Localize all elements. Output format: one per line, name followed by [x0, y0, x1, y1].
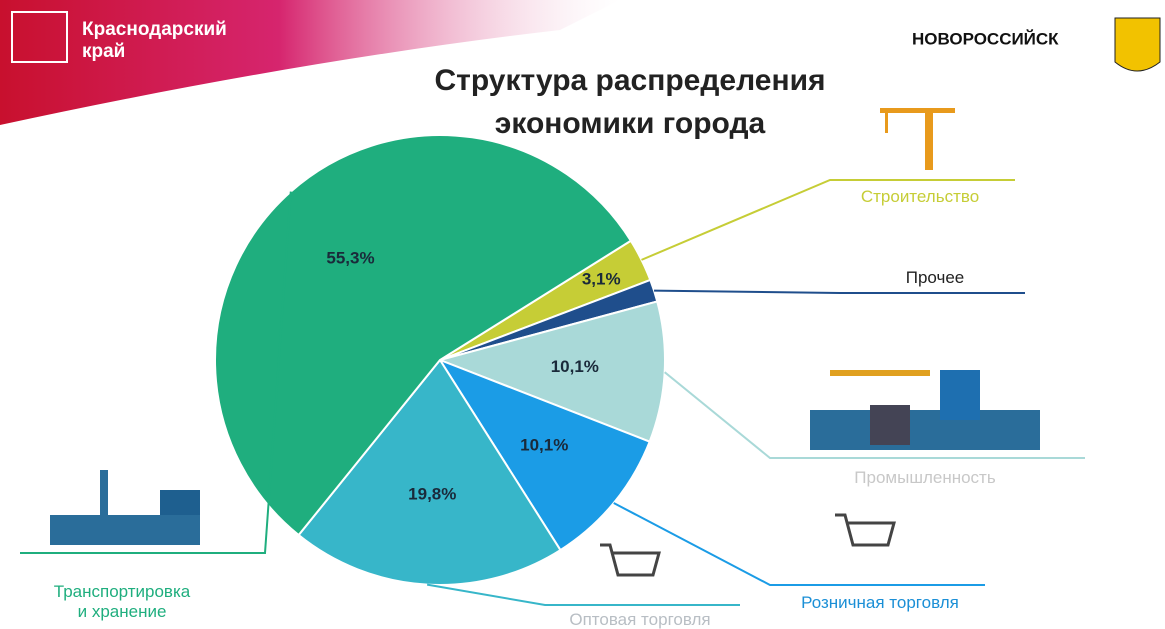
factory-icon	[810, 370, 1040, 450]
value-label: 3,1%	[582, 269, 621, 288]
leader-line	[20, 191, 292, 554]
city-name: НОВОРОССИЙСК	[912, 29, 1059, 48]
value-label: 10,1%	[520, 435, 568, 454]
region-logo	[11, 11, 68, 63]
category-label: Строительство	[860, 187, 980, 206]
value-label: 19,8%	[408, 484, 456, 503]
banner	[0, 0, 620, 125]
value-label: 10,1%	[551, 357, 599, 376]
category-label: Розничная торговля	[801, 593, 959, 612]
chart-title: Структура распределения	[434, 64, 825, 97]
cart-icon	[600, 513, 896, 577]
pie-slice	[437, 357, 651, 552]
port-icon	[50, 470, 200, 545]
chart-title: экономики города	[495, 107, 766, 140]
leader-line	[664, 371, 1085, 459]
pie-slice	[297, 358, 562, 586]
crane-icon	[880, 108, 955, 170]
city-emblem	[1114, 17, 1161, 72]
category-label: Оптовая торговля	[569, 610, 711, 629]
category-label: Транспортировка и хранение	[53, 582, 191, 621]
pie-slice	[436, 300, 666, 443]
category-label: Промышленность	[854, 468, 996, 487]
region-name: Краснодарский край	[82, 19, 232, 62]
value-label: 55,3%	[326, 248, 374, 267]
category-label: Прочее	[905, 268, 965, 287]
leader-line	[426, 583, 740, 606]
leader-line	[613, 502, 985, 586]
leader-line	[654, 289, 1025, 294]
leader-line	[641, 179, 1015, 261]
